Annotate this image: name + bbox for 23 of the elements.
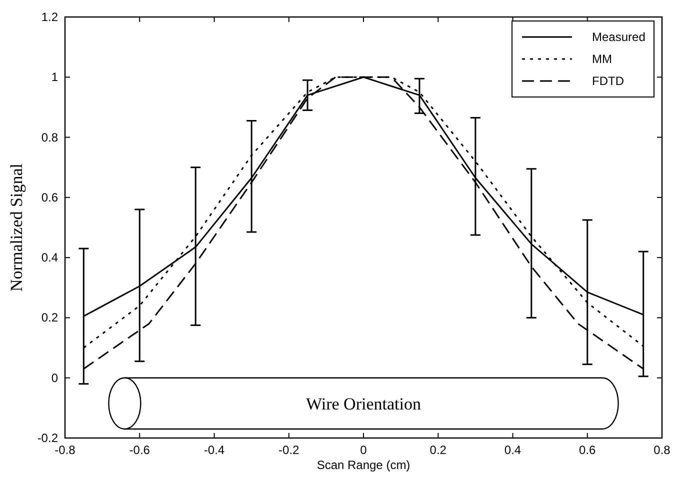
y-tick-label: 0.6 [41,190,58,204]
y-tick-label: 0.4 [41,250,58,265]
x-tick-label: -0.8 [54,443,76,457]
x-tick-label: -0.2 [278,443,300,457]
y-tick-label: 0 [51,370,58,385]
y-axis-title: Normalized Signal [7,163,26,292]
legend-label: FDTD [592,74,624,88]
annotation: Wire Orientation [306,394,422,414]
x-tick-label: 0.8 [654,443,671,457]
x-axis-title: Scan Range (cm) [316,458,410,472]
x-tick-label: 0.6 [579,443,596,457]
y-tick-label: 1.2 [41,10,58,24]
legend-label: Measured [592,30,646,44]
x-tick-label: 0.4 [504,443,522,457]
y-tick-label: 1 [51,70,58,84]
x-tick-label: 0.2 [430,443,447,457]
y-tick-label: -0.2 [37,431,58,445]
y-tick-label: 0.8 [41,130,58,144]
x-tick-label: 0 [360,443,368,457]
x-tick-label: -0.4 [204,443,225,457]
x-tick-label: -0.6 [129,443,150,457]
legend-label: MM [592,52,612,66]
y-tick-label: 0.2 [41,310,58,325]
